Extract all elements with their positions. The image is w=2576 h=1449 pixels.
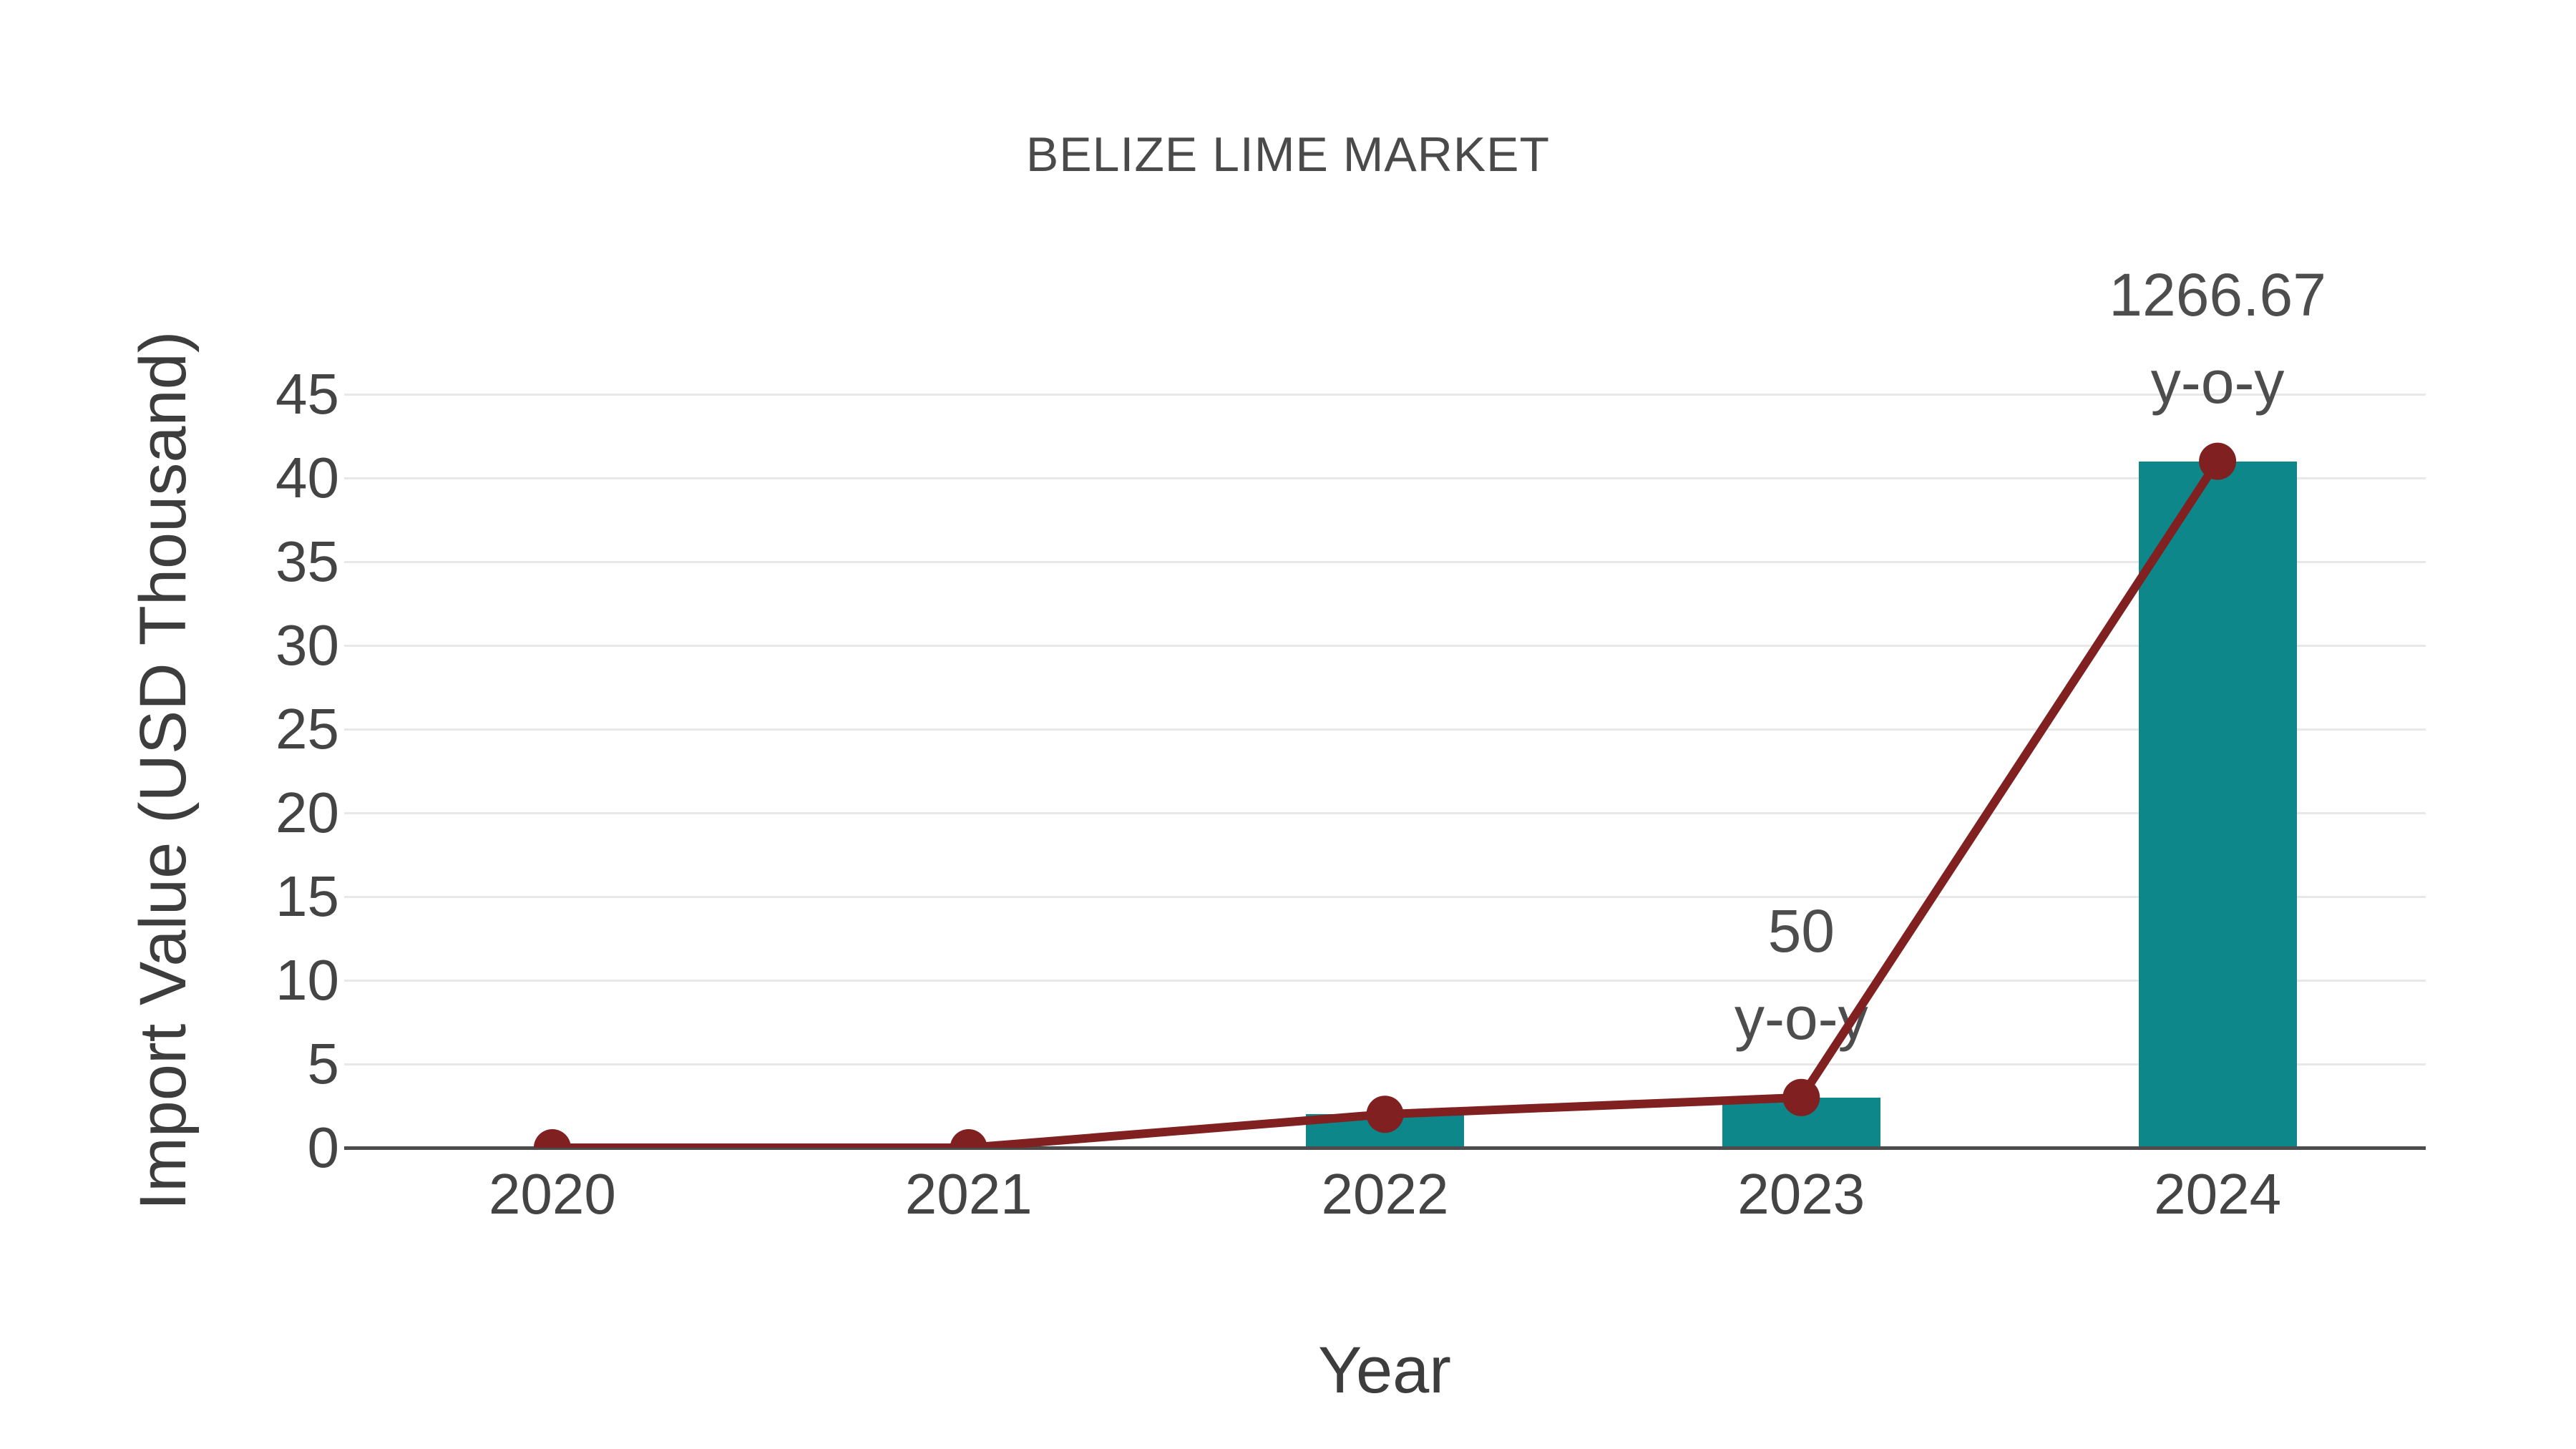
gridline-y-20 bbox=[344, 811, 2426, 814]
annotation-2023: 50 y-o-y bbox=[1515, 887, 2087, 1062]
y-tick-label-5: 5 bbox=[307, 1032, 340, 1096]
annotation-2024: 1266.67 y-o-y bbox=[1931, 251, 2504, 426]
y-tick-label-20: 20 bbox=[275, 781, 339, 844]
data-point-2022 bbox=[1366, 1096, 1404, 1133]
data-point-2021 bbox=[950, 1129, 987, 1148]
y-tick-label-35: 35 bbox=[275, 530, 339, 593]
x-tick-label-2022: 2022 bbox=[1321, 1162, 1449, 1226]
y-tick-label-10: 10 bbox=[275, 948, 339, 1012]
gridline-y-35 bbox=[344, 560, 2426, 563]
y-tick-label-45: 45 bbox=[275, 362, 339, 426]
x-axis-title: Year bbox=[1318, 1334, 1451, 1407]
x-tick-label-2020: 2020 bbox=[488, 1162, 616, 1226]
y-tick-label-15: 15 bbox=[275, 864, 339, 928]
gridline-y-10 bbox=[344, 979, 2426, 982]
y-tick-label-0: 0 bbox=[307, 1116, 340, 1179]
annotation-text: 1266.67 bbox=[2109, 260, 2326, 328]
gridline-y-15 bbox=[344, 895, 2426, 898]
y-tick-label-25: 25 bbox=[275, 697, 339, 761]
bar-2024 bbox=[2138, 461, 2297, 1148]
data-point-2024 bbox=[2199, 442, 2237, 480]
x-axis-line bbox=[344, 1146, 2426, 1150]
gridline-y-5 bbox=[344, 1063, 2426, 1065]
x-tick-label-2021: 2021 bbox=[904, 1162, 1033, 1226]
gridline-y-45 bbox=[344, 393, 2426, 396]
annotation-text: 50 bbox=[1767, 897, 1835, 965]
y-tick-label-30: 30 bbox=[275, 613, 339, 677]
annotation-text: y-o-y bbox=[1734, 984, 1868, 1052]
y-tick-label-40: 40 bbox=[275, 446, 339, 509]
x-tick-label-2024: 2024 bbox=[2154, 1162, 2282, 1226]
chart-title: BELIZE LIME MARKET bbox=[1025, 127, 1551, 182]
gridline-y-40 bbox=[344, 477, 2426, 479]
gridline-y-30 bbox=[344, 644, 2426, 647]
x-tick-label-2023: 2023 bbox=[1737, 1162, 1865, 1226]
trend-line bbox=[552, 459, 2222, 1148]
data-point-2023 bbox=[1782, 1078, 1820, 1116]
data-point-2020 bbox=[533, 1129, 571, 1148]
gridline-y-25 bbox=[344, 728, 2426, 731]
annotation-text: y-o-y bbox=[2150, 348, 2285, 416]
